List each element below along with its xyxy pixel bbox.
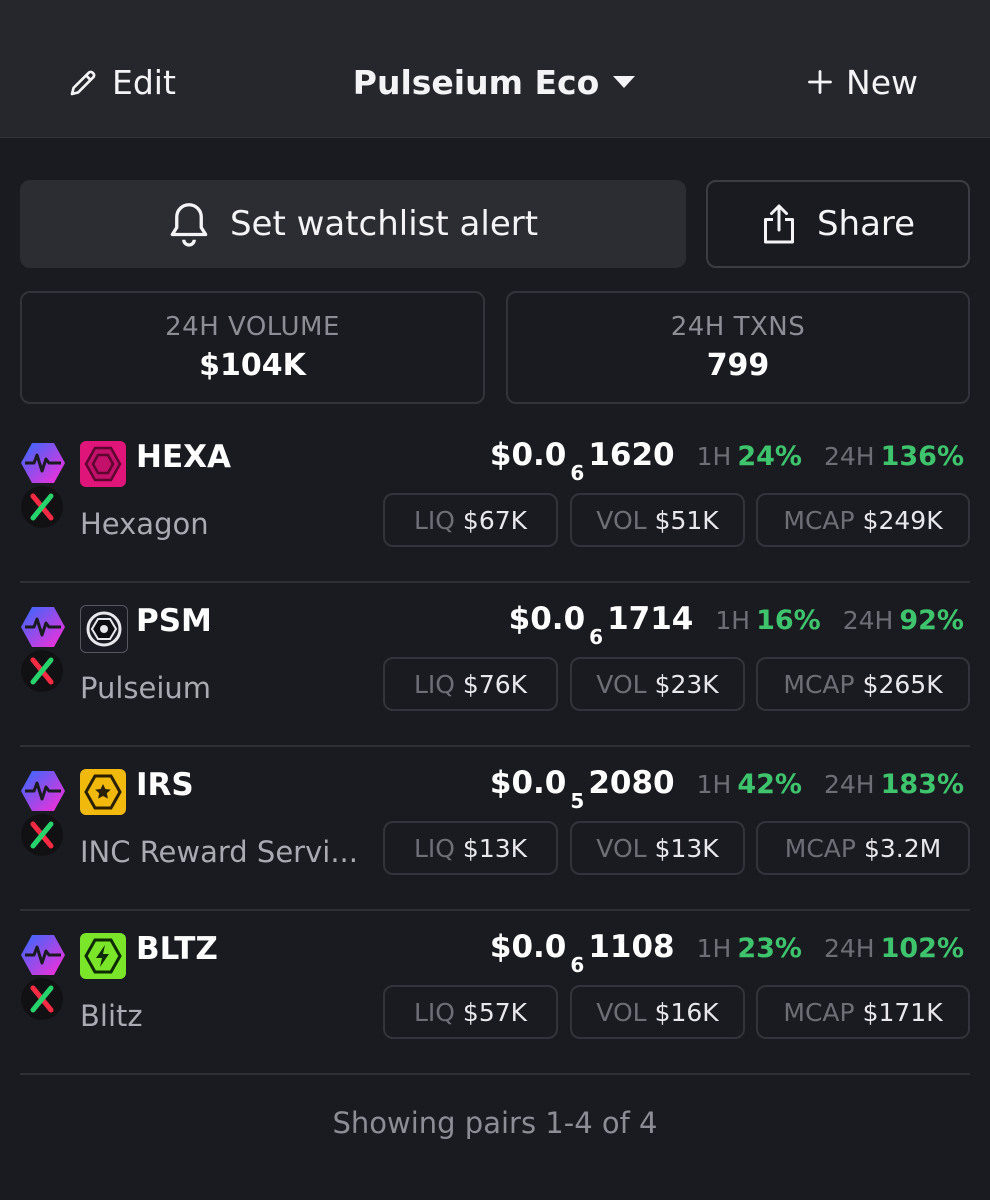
pair-row-bltz[interactable]: BLTZ Blitz $0.061108 1H 23% 24H 102% LIQ… — [20, 911, 970, 1075]
dex-x-icon — [21, 978, 63, 1020]
change-24h-label: 24H — [823, 934, 875, 963]
pencil-icon — [70, 70, 96, 96]
change-1h-label: 1H — [696, 934, 732, 963]
volume-value: $104K — [199, 348, 306, 383]
pair-row-hexa[interactable]: HEXA Hexagon $0.061620 1H 24% 24H 136% L… — [20, 419, 970, 583]
hexagon-token-icon — [80, 441, 126, 487]
pagination-status: Showing pairs 1-4 of 4 — [332, 1106, 658, 1140]
price-line: $0.061108 1H 23% 24H 102% — [489, 929, 964, 978]
row-divider — [20, 909, 970, 911]
dex-x-icon — [21, 650, 63, 692]
change-24h-label: 24H — [823, 770, 875, 799]
row-divider — [20, 1073, 970, 1075]
price-line: $0.052080 1H 42% 24H 183% — [489, 765, 964, 814]
new-watchlist-button[interactable]: New — [806, 56, 918, 108]
token-name: Hexagon — [80, 507, 209, 541]
change-1h-label: 1H — [696, 770, 732, 799]
token-symbol: IRS — [136, 767, 194, 803]
dex-x-icon — [21, 814, 63, 856]
token-name: Pulseium — [80, 671, 212, 705]
change-24h-value: 92% — [899, 605, 964, 636]
token-price: $0.061714 — [508, 601, 694, 650]
volume-stat-card: 24H VOLUME $104K — [20, 291, 485, 404]
change-1h-label: 1H — [715, 606, 751, 635]
pulsechain-icon — [21, 443, 65, 483]
change-24h-value: 102% — [880, 933, 964, 964]
volume-chip: VOL $16K — [570, 985, 745, 1039]
price-zero-count: 5 — [570, 789, 585, 814]
token-price: $0.061108 — [489, 929, 675, 978]
share-button[interactable]: Share — [706, 180, 970, 268]
pair-row-psm[interactable]: PSM Pulseium $0.061714 1H 16% 24H 92% LI… — [20, 583, 970, 747]
market-cap-chip: MCAP $265K — [756, 657, 970, 711]
bell-icon — [170, 203, 208, 247]
txns-label: 24H TXNS — [670, 312, 806, 342]
market-cap-chip: MCAP $171K — [756, 985, 970, 1039]
change-24h-value: 183% — [880, 769, 964, 800]
txns-stat-card: 24H TXNS 799 — [506, 291, 970, 404]
txns-value: 799 — [706, 348, 770, 383]
liquidity-chip: LIQ $13K — [383, 821, 558, 875]
volume-chip: VOL $51K — [570, 493, 745, 547]
lightning-token-icon — [80, 933, 126, 979]
change-1h-value: 24% — [737, 441, 802, 472]
token-symbol: PSM — [136, 603, 212, 639]
token-price: $0.052080 — [489, 765, 675, 814]
edit-button[interactable]: Edit — [68, 56, 176, 108]
change-24h-value: 136% — [880, 441, 964, 472]
change-24h-label: 24H — [823, 442, 875, 471]
alert-label: Set watchlist alert — [229, 204, 539, 244]
set-watchlist-alert-button[interactable]: Set watchlist alert — [20, 180, 686, 268]
token-symbol: BLTZ — [136, 931, 218, 967]
liquidity-chip: LIQ $67K — [383, 493, 558, 547]
price-zero-count: 6 — [570, 953, 585, 978]
token-name: INC Reward Servi... — [80, 835, 358, 869]
token-symbol: HEXA — [136, 439, 232, 475]
market-cap-chip: MCAP $3.2M — [756, 821, 970, 875]
pulsechain-icon — [21, 771, 65, 811]
watchlist-title: Pulseium Eco — [352, 62, 600, 102]
share-label: Share — [816, 204, 916, 244]
top-bar: Edit Pulseium Eco New — [0, 0, 990, 138]
pulsechain-icon — [21, 607, 65, 647]
pair-row-irs[interactable]: IRS INC Reward Servi... $0.052080 1H 42%… — [20, 747, 970, 911]
volume-label: 24H VOLUME — [165, 312, 340, 342]
price-zero-count: 6 — [570, 461, 585, 486]
token-name: Blitz — [80, 999, 143, 1033]
dex-x-icon — [21, 486, 63, 528]
share-icon — [763, 204, 794, 244]
row-divider — [20, 581, 970, 583]
pulseium-token-icon — [80, 605, 128, 653]
liquidity-chip: LIQ $57K — [383, 985, 558, 1039]
caret-down-icon — [613, 76, 636, 88]
change-24h-label: 24H — [842, 606, 894, 635]
token-price: $0.061620 — [489, 437, 675, 486]
change-1h-value: 42% — [737, 769, 802, 800]
volume-chip: VOL $13K — [570, 821, 745, 875]
edit-label: Edit — [112, 62, 176, 102]
volume-chip: VOL $23K — [570, 657, 745, 711]
liquidity-chip: LIQ $76K — [383, 657, 558, 711]
pulsechain-icon — [21, 935, 65, 975]
star-token-icon — [80, 769, 126, 815]
market-cap-chip: MCAP $249K — [756, 493, 970, 547]
change-1h-value: 16% — [756, 605, 821, 636]
price-zero-count: 6 — [589, 625, 604, 650]
change-1h-label: 1H — [696, 442, 732, 471]
row-divider — [20, 745, 970, 747]
new-label: New — [846, 62, 918, 102]
price-line: $0.061714 1H 16% 24H 92% — [508, 601, 964, 650]
watchlist-selector[interactable]: Pulseium Eco — [0, 56, 990, 108]
plus-icon — [808, 70, 832, 94]
change-1h-value: 23% — [737, 933, 802, 964]
price-line: $0.061620 1H 24% 24H 136% — [489, 437, 964, 486]
